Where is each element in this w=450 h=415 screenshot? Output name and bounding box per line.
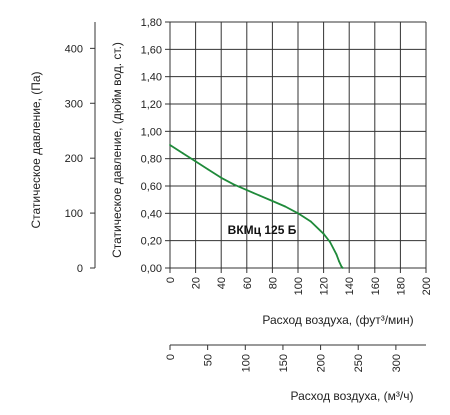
tick-label-x-cfm: 120 (319, 277, 331, 295)
series-label: ВКМц 125 Б (228, 223, 297, 237)
tick-label-y-pa: 300 (65, 98, 83, 110)
series-point (245, 189, 248, 192)
tick-label-x-m3h: 150 (278, 354, 290, 372)
tick-label-y-inwg: 0,20 (141, 236, 162, 248)
series-line (169, 144, 344, 269)
x-axis-label-cfm: Расход воздуха, (фут³/мин) (262, 313, 413, 327)
series-point (338, 260, 340, 263)
x-axis-label-m3h: Расход воздуха, (м³/ч) (291, 389, 414, 403)
y-axis-label-inwg: Статическое давление, (дюйм вод. ст.) (110, 42, 124, 258)
tick-label-x-m3h: 200 (316, 354, 328, 372)
tick-label-y-inwg: 0,80 (141, 154, 162, 166)
series-point (329, 241, 331, 243)
tick-label-x-cfm: 40 (216, 277, 228, 289)
series-point (220, 176, 223, 179)
tick-label-x-m3h: 50 (203, 354, 215, 366)
tick-label-y-pa: 100 (65, 208, 83, 220)
tick-label-x-cfm: 160 (370, 277, 382, 295)
y-axis-label-pa: Статическое давление, (Па) (29, 71, 43, 228)
tick-label-x-cfm: 100 (293, 277, 305, 295)
series-point (233, 183, 235, 186)
tick-label-x-m3h: 100 (240, 354, 252, 372)
series-point (341, 267, 344, 269)
tick-label-y-inwg: 0,00 (141, 263, 162, 275)
tick-label-x-m3h: 300 (391, 354, 403, 372)
series-point (207, 168, 210, 171)
tick-label-y-inwg: 1,00 (141, 126, 162, 138)
tick-label-x-cfm: 140 (344, 277, 356, 295)
tick-label-x-m3h: 250 (353, 354, 365, 372)
series-point (284, 205, 287, 208)
series-group (169, 144, 344, 269)
series-point (194, 160, 197, 163)
series-point (309, 220, 312, 223)
tick-label-y-pa: 0 (77, 263, 83, 275)
tick-label-y-inwg: 1,20 (141, 99, 162, 111)
tick-label-x-m3h: 0 (165, 354, 177, 360)
tick-labels: 0 20 40 60 80 100 120 140 160 180 200 0,00 0,20 0,40 0… (65, 17, 433, 372)
tick-label-y-inwg: 0,40 (141, 208, 162, 220)
tick-label-y-inwg: 1,40 (141, 72, 162, 84)
tick-label-y-inwg: 1,80 (141, 17, 162, 29)
tick-label-x-cfm: 0 (165, 277, 177, 283)
series-point (340, 265, 343, 268)
series-point (322, 232, 325, 235)
series-point (335, 253, 338, 256)
axes (90, 21, 427, 350)
series-point (258, 194, 261, 197)
tick-label-x-cfm: 20 (191, 277, 203, 289)
tick-label-y-inwg: 0,60 (141, 181, 162, 193)
tick-label-y-pa: 400 (65, 43, 83, 55)
grid (169, 21, 427, 269)
tick-label-x-cfm: 60 (242, 277, 254, 289)
tick-label-x-cfm: 180 (395, 277, 407, 295)
series-point (169, 144, 171, 146)
tick-label-x-cfm: 80 (267, 277, 279, 289)
tick-label-x-cfm: 200 (421, 277, 433, 295)
tick-label-y-pa: 200 (65, 153, 83, 165)
series-point (181, 152, 184, 155)
series-point (297, 212, 299, 215)
tick-label-y-inwg: 1,60 (141, 44, 162, 56)
series-point (271, 200, 274, 202)
